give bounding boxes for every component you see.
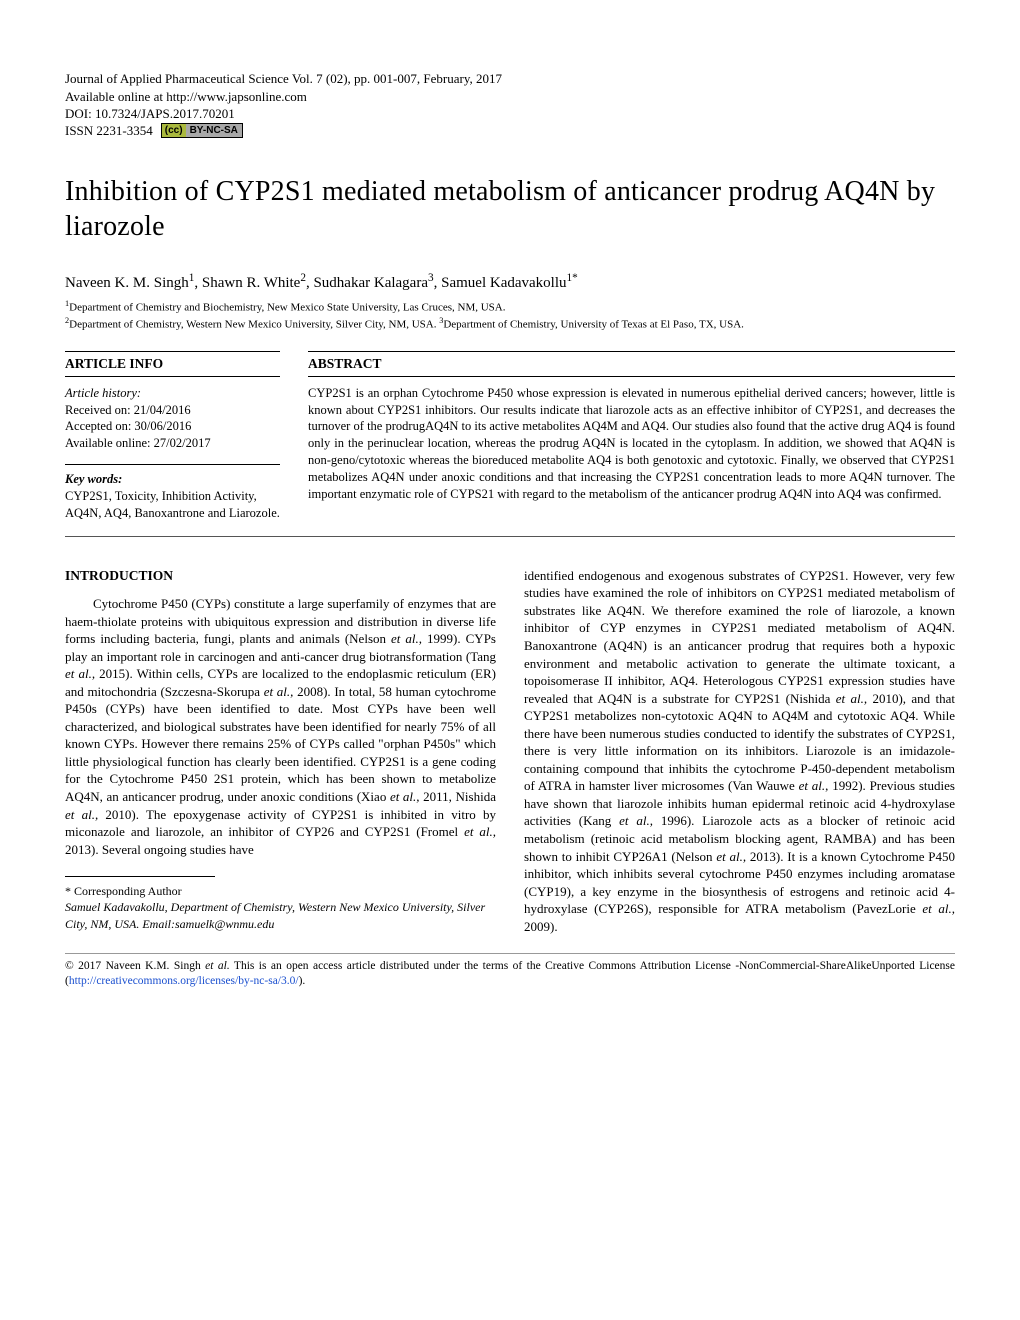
doi: DOI: 10.7324/JAPS.2017.70201 — [65, 105, 955, 123]
intro-col-left: INTRODUCTION Cytochrome P450 (CYPs) cons… — [65, 567, 496, 935]
available-date: Available online: 27/02/2017 — [65, 435, 280, 452]
journal-citation: Journal of Applied Pharmaceutical Scienc… — [65, 70, 955, 88]
intro-para-2: identified endogenous and exogenous subs… — [524, 567, 955, 935]
abstract-column: ABSTRACT CYP2S1 is an orphan Cytochrome … — [308, 351, 955, 522]
corresp-divider — [65, 876, 215, 877]
online-url: Available online at http://www.japsonlin… — [65, 88, 955, 106]
history-label: Article history: — [65, 385, 280, 402]
article-info-column: ARTICLE INFO Article history: Received o… — [65, 351, 280, 522]
keywords-text: CYP2S1, Toxicity, Inhibition Activity, A… — [65, 488, 280, 522]
affiliations: 1Department of Chemistry and Biochemistr… — [65, 298, 955, 333]
affiliation-1: Department of Chemistry and Biochemistry… — [69, 301, 505, 313]
issn-label: ISSN 2231-3354 — [65, 123, 153, 139]
corresponding-author: * Corresponding Author Samuel Kadavakoll… — [65, 883, 496, 932]
affiliation-2: Department of Chemistry, Western New Mex… — [69, 319, 439, 331]
cc-license-badge: (cc) BY-NC-SA — [161, 123, 243, 138]
keywords-label: Key words: — [65, 471, 280, 488]
cc-terms: BY-NC-SA — [186, 124, 242, 137]
article-info-head: ARTICLE INFO — [65, 351, 280, 377]
article-history: Article history: Received on: 21/04/2016… — [65, 385, 280, 453]
received-date: Received on: 21/04/2016 — [65, 402, 280, 419]
abstract-head: ABSTRACT — [308, 351, 955, 377]
introduction-head: INTRODUCTION — [65, 567, 496, 585]
introduction-columns: INTRODUCTION Cytochrome P450 (CYPs) cons… — [65, 567, 955, 935]
intro-para-1: Cytochrome P450 (CYPs) constitute a larg… — [65, 595, 496, 858]
info-abstract-row: ARTICLE INFO Article history: Received o… — [65, 351, 955, 537]
license-footer: © 2017 Naveen K.M. Singh et al. This is … — [65, 953, 955, 989]
abstract-text: CYP2S1 is an orphan Cytochrome P450 whos… — [308, 385, 955, 503]
authors-list: Naveen K. M. Singh1, Shawn R. White2, Su… — [65, 272, 955, 292]
affiliation-3: Department of Chemistry, University of T… — [443, 319, 744, 331]
corresp-head: * Corresponding Author — [65, 884, 182, 898]
article-title: Inhibition of CYP2S1 mediated metabolism… — [65, 174, 955, 244]
accepted-date: Accepted on: 30/06/2016 — [65, 418, 280, 435]
corresp-text: Samuel Kadavakollu, Department of Chemis… — [65, 900, 485, 930]
issn-line: ISSN 2231-3354 (cc) BY-NC-SA — [65, 123, 955, 139]
journal-header: Journal of Applied Pharmaceutical Scienc… — [65, 70, 955, 139]
keywords-block: Key words: CYP2S1, Toxicity, Inhibition … — [65, 464, 280, 522]
cc-icon: (cc) — [162, 124, 186, 137]
intro-col-right: identified endogenous and exogenous subs… — [524, 567, 955, 935]
